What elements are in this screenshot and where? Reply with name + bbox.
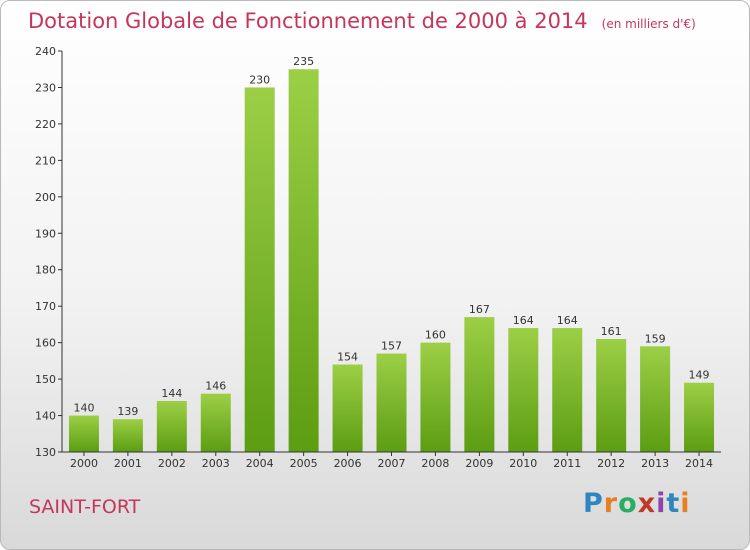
- y-axis: 130 140 150 160 170 180 190 200 210 220 230 240: [35, 45, 63, 459]
- y-tick-label: 170: [35, 300, 56, 313]
- x-tick-label-2000: 2000: [70, 457, 98, 470]
- bar-2011: [552, 328, 583, 452]
- bar-2005: [288, 69, 319, 453]
- x-tick-label-2006: 2006: [334, 457, 362, 470]
- proxiti-logo: Proxiti: [583, 488, 691, 519]
- x-tick-label-2014: 2014: [685, 457, 713, 470]
- value-label-2012: 161: [601, 325, 622, 338]
- x-tick-label-2001: 2001: [114, 457, 142, 470]
- bar-2012: [596, 338, 627, 452]
- value-label-2013: 159: [645, 332, 666, 345]
- y-tick-label: 130: [35, 446, 56, 459]
- bar-2002: [156, 400, 187, 452]
- bar-2014: [684, 382, 715, 452]
- x-tick-label-2007: 2007: [378, 457, 406, 470]
- value-label-2004: 230: [249, 73, 270, 86]
- bar-2000: [68, 415, 99, 452]
- value-label-2001: 139: [117, 405, 138, 418]
- value-label-2011: 164: [557, 314, 578, 327]
- bar-2010: [508, 328, 539, 452]
- bar-2003: [200, 393, 231, 452]
- x-axis: 2000 2001 2002 2003 2004 2005 2006 2007 2008 2009…: [62, 451, 721, 470]
- bar-2006: [332, 364, 363, 452]
- chart-title-text: Dotation Globale de Fonctionnement de 20…: [28, 9, 588, 33]
- y-tick-label: 140: [35, 410, 56, 423]
- bar-2009: [464, 317, 495, 452]
- bar-2001: [112, 419, 143, 452]
- y-tick-label: 160: [35, 337, 56, 350]
- value-label-2008: 160: [425, 329, 446, 342]
- bar-2008: [420, 342, 451, 452]
- y-tick-label: 240: [35, 45, 56, 58]
- x-tick-label-2011: 2011: [553, 457, 581, 470]
- x-tick-label-2004: 2004: [246, 457, 274, 470]
- value-label-2014: 149: [689, 369, 710, 382]
- value-label-2010: 164: [513, 314, 534, 327]
- x-tick-label-2013: 2013: [641, 457, 669, 470]
- y-tick-label: 180: [35, 264, 56, 277]
- y-tick-label: 220: [35, 118, 56, 131]
- x-tick-label-2005: 2005: [290, 457, 318, 470]
- bars: 140 139 144 146 230 235 154 157 160 167 164 164 161 1…: [68, 55, 715, 453]
- x-tick-label-2012: 2012: [597, 457, 625, 470]
- x-tick-label-2002: 2002: [158, 457, 186, 470]
- value-label-2000: 140: [73, 402, 94, 415]
- y-tick-label: 230: [35, 81, 56, 94]
- x-tick-label-2003: 2003: [202, 457, 230, 470]
- y-tick-label: 150: [35, 373, 56, 386]
- x-tick-label-2009: 2009: [465, 457, 493, 470]
- value-label-2005: 235: [293, 55, 314, 68]
- x-tick-label-2010: 2010: [509, 457, 537, 470]
- bar-2013: [640, 346, 671, 452]
- bar-2004: [244, 87, 275, 453]
- value-label-2006: 154: [337, 351, 358, 364]
- bar-2007: [376, 353, 407, 452]
- value-label-2003: 146: [205, 380, 226, 393]
- x-tick-label-2008: 2008: [421, 457, 449, 470]
- y-tick-label: 200: [35, 191, 56, 204]
- town-name: SAINT-FORT: [29, 496, 141, 518]
- y-tick-label: 190: [35, 227, 56, 240]
- chart-unit: (en milliers d'€): [601, 17, 696, 31]
- chart-title: Dotation Globale de Fonctionnement de 20…: [28, 9, 696, 33]
- value-label-2002: 144: [161, 387, 182, 400]
- value-label-2007: 157: [381, 340, 402, 353]
- value-label-2009: 167: [469, 303, 490, 316]
- y-tick-label: 210: [35, 154, 56, 167]
